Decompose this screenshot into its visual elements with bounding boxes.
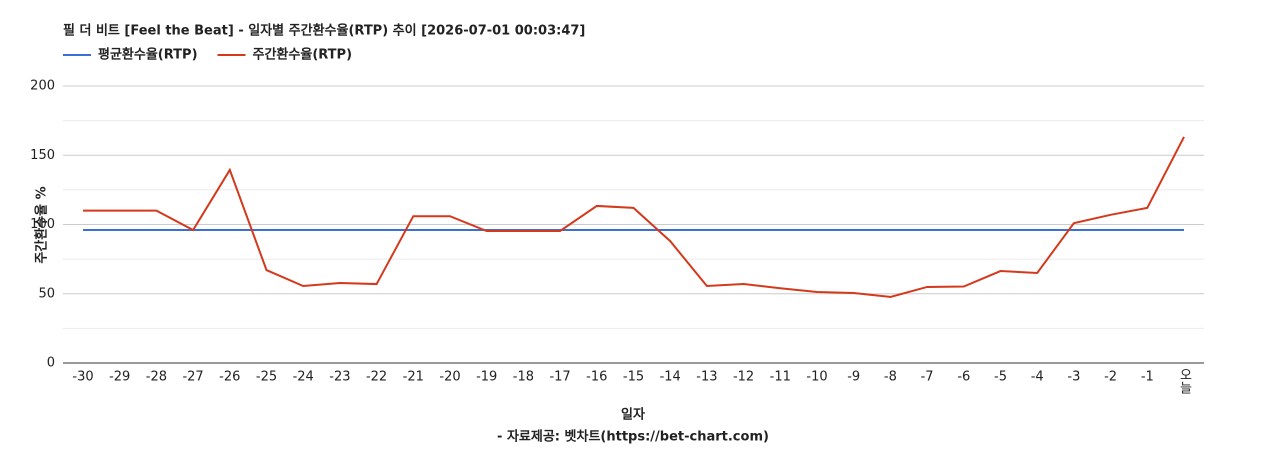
y-axis-label: 주간환수율 % <box>34 186 50 263</box>
x-tick-label: -15 <box>623 370 644 385</box>
x-tick-label: -30 <box>72 370 93 385</box>
x-tick-label: -4 <box>1031 370 1044 385</box>
y-tick-label: 100 <box>30 217 55 232</box>
x-tick-label: -14 <box>660 370 681 385</box>
x-tick-label: -9 <box>847 370 860 385</box>
y-tick-label: 0 <box>47 356 55 371</box>
legend-label: 평균환수율(RTP) <box>98 47 198 63</box>
x-tick-label: -17 <box>549 370 570 385</box>
x-tick-label: -1 <box>1141 370 1154 385</box>
chart-title: 필 더 비트 [Feel the Beat] - 일자별 주간환수율(RTP) … <box>63 23 585 39</box>
legend-label: 주간환수율(RTP) <box>253 47 353 63</box>
x-tick-label: -27 <box>182 370 203 385</box>
x-tick-label: -18 <box>513 370 534 385</box>
y-tick-label: 200 <box>30 79 55 94</box>
x-tick-label: -6 <box>957 370 970 385</box>
x-tick-label: -23 <box>329 370 350 385</box>
x-tick-label: -3 <box>1067 370 1080 385</box>
x-tick-label: -28 <box>146 370 167 385</box>
x-axis-label: 일자 <box>621 408 645 423</box>
footer: - 자료제공: 벳차트(https://bet-chart.com) <box>497 429 769 445</box>
x-tick-label: -21 <box>403 370 424 385</box>
x-tick-label: -24 <box>293 370 314 385</box>
x-tick-label: -25 <box>256 370 277 385</box>
x-tick-label: -5 <box>994 370 1007 385</box>
x-tick-label: -7 <box>921 370 934 385</box>
x-tick-label: -8 <box>884 370 897 385</box>
series-line <box>83 136 1185 298</box>
x-tick-label: -20 <box>439 370 460 385</box>
x-tick-label: -12 <box>733 370 754 385</box>
x-tick-label: -29 <box>109 370 130 385</box>
y-tick-label: 150 <box>30 148 55 163</box>
y-tick-label: 50 <box>38 286 55 301</box>
x-tick-label: -26 <box>219 370 240 385</box>
x-tick-label: 오늘 <box>1177 368 1192 394</box>
x-tick-label: -2 <box>1104 370 1117 385</box>
x-tick-label: -16 <box>586 370 607 385</box>
x-tick-label: -22 <box>366 370 387 385</box>
x-tick-label: -10 <box>806 370 827 385</box>
x-tick-label: -11 <box>770 370 791 385</box>
x-tick-label: -19 <box>476 370 497 385</box>
x-tick-label: -13 <box>696 370 717 385</box>
